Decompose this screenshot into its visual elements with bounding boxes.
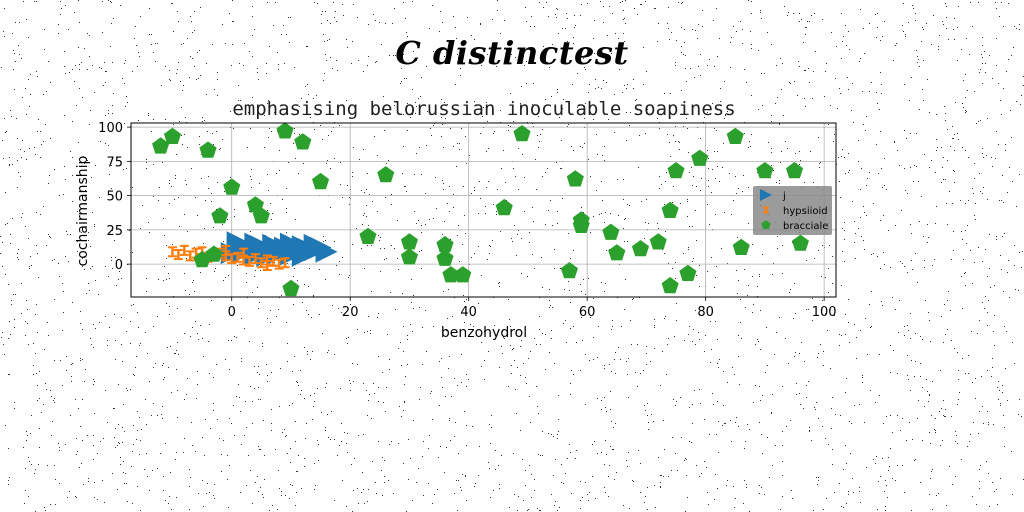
y-tick-label: 100 bbox=[98, 121, 123, 136]
data-point-bracciale bbox=[691, 149, 709, 166]
x-tick-label: 0 bbox=[228, 305, 236, 320]
legend: j hypsiioid bracciale bbox=[753, 186, 832, 235]
data-point-bracciale bbox=[442, 266, 460, 283]
axes-frame bbox=[130, 122, 837, 298]
x-axis-label: benzohydrol bbox=[441, 325, 527, 341]
data-point-bracciale bbox=[679, 264, 697, 281]
legend-label-bracciale: bracciale bbox=[783, 221, 828, 232]
legend-marker-bracciale bbox=[761, 220, 771, 229]
data-point-bracciale bbox=[560, 262, 578, 279]
data-point-bracciale bbox=[436, 249, 454, 266]
data-point-bracciale bbox=[756, 162, 774, 179]
data-point-hypsiioid bbox=[185, 250, 195, 262]
data-point-bracciale bbox=[608, 244, 626, 261]
data-point-bracciale bbox=[359, 227, 377, 244]
data-point-bracciale bbox=[661, 277, 679, 294]
legend-marker-hypsiioid bbox=[763, 206, 769, 214]
data-point-bracciale bbox=[726, 127, 744, 144]
legend-label-j: j bbox=[782, 191, 786, 202]
data-point-bracciale bbox=[649, 233, 667, 250]
legend-box bbox=[753, 186, 832, 235]
data-point-bracciale bbox=[205, 245, 223, 262]
x-tick-label: 40 bbox=[460, 305, 477, 320]
data-point-bracciale bbox=[282, 279, 300, 297]
data-point-bracciale bbox=[667, 162, 685, 179]
figure-suptitle: C distinctest bbox=[395, 34, 629, 72]
data-point-hypsiioid bbox=[173, 249, 183, 261]
data-point-bracciale bbox=[495, 198, 513, 216]
data-point-hypsiioid bbox=[233, 251, 243, 263]
grid bbox=[131, 123, 836, 297]
data-point-bracciale bbox=[211, 207, 229, 224]
data-point-bracciale bbox=[377, 166, 395, 183]
y-tick-label: 75 bbox=[106, 155, 123, 170]
data-point-bracciale bbox=[223, 178, 241, 195]
x-axis-ticks: 0 20 40 60 80 100 bbox=[228, 297, 837, 320]
data-point-hypsiioid bbox=[179, 244, 189, 256]
x-tick-label: 80 bbox=[697, 305, 714, 320]
data-point-j bbox=[291, 244, 314, 267]
data-point-bracciale bbox=[193, 251, 211, 268]
y-tick-label: 25 bbox=[106, 224, 123, 239]
data-point-hypsiioid bbox=[262, 259, 272, 271]
legend-marker-j bbox=[759, 188, 773, 202]
data-point-bracciale bbox=[513, 125, 531, 142]
data-point-bracciale bbox=[294, 133, 312, 150]
data-point-bracciale bbox=[312, 172, 330, 190]
data-point-hypsiioid bbox=[221, 244, 231, 256]
x-tick-label: 100 bbox=[812, 305, 837, 320]
data-point-bracciale bbox=[661, 201, 679, 218]
data-point-bracciale bbox=[252, 207, 270, 224]
data-point-bracciale bbox=[791, 234, 809, 251]
data-point-hypsiioid bbox=[167, 246, 177, 258]
data-point-hypsiioid bbox=[250, 253, 260, 265]
data-point-bracciale bbox=[786, 162, 804, 179]
data-point-bracciale bbox=[566, 170, 584, 187]
x-tick-label: 60 bbox=[579, 305, 596, 320]
data-point-j bbox=[226, 231, 249, 254]
data-point-bracciale bbox=[152, 137, 170, 154]
y-axis-ticks: 0 25 50 75 100 bbox=[98, 121, 131, 273]
data-point-bracciale bbox=[436, 235, 454, 253]
data-point-bracciale bbox=[276, 123, 294, 139]
data-point-bracciale bbox=[199, 141, 217, 158]
data-point-j bbox=[244, 232, 267, 255]
data-point-hypsiioid bbox=[239, 247, 249, 259]
plot-area-markers bbox=[152, 123, 809, 297]
data-point-bracciale bbox=[454, 266, 472, 283]
data-point-j bbox=[303, 233, 326, 256]
data-point-bracciale bbox=[572, 216, 590, 233]
data-point-hypsiioid bbox=[274, 258, 284, 270]
data-point-bracciale bbox=[732, 238, 750, 255]
data-point-bracciale bbox=[400, 248, 418, 265]
data-point-hypsiioid bbox=[268, 255, 278, 267]
data-point-hypsiioid bbox=[280, 257, 290, 269]
data-point-bracciale bbox=[631, 240, 650, 257]
y-tick-label: 50 bbox=[106, 190, 123, 205]
x-tick-label: 20 bbox=[342, 305, 359, 320]
data-point-bracciale bbox=[602, 223, 620, 240]
data-point-bracciale bbox=[163, 127, 181, 144]
legend-label-hypsiioid: hypsiioid bbox=[783, 206, 828, 217]
data-point-hypsiioid bbox=[256, 257, 266, 269]
y-axis-label: cochairmanship bbox=[75, 155, 91, 266]
data-point-bracciale bbox=[400, 233, 418, 250]
chart-title: emphasising belorussian inoculable soapi… bbox=[232, 98, 735, 120]
y-tick-label: 0 bbox=[115, 258, 123, 273]
